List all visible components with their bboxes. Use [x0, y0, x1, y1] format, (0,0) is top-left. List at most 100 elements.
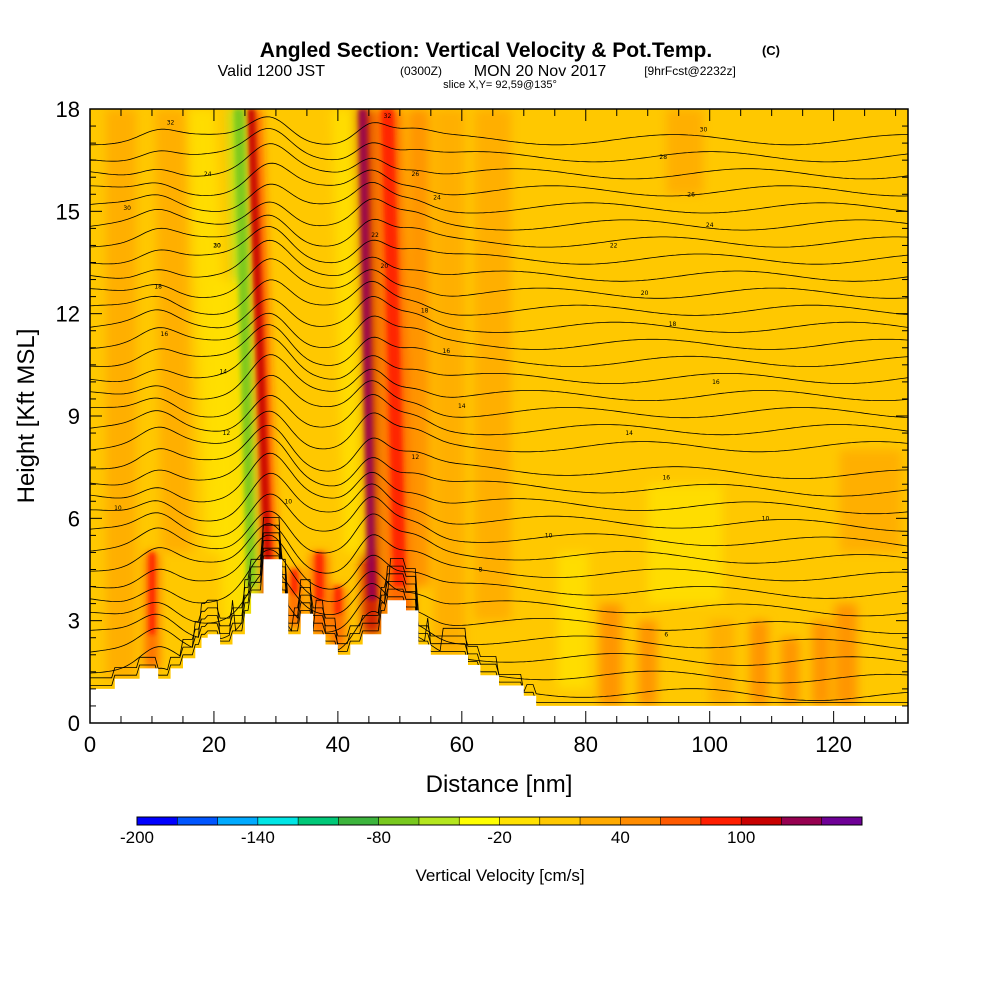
colorbar-tick-label: -200 — [120, 828, 154, 847]
colorbar-swatch — [700, 817, 742, 825]
theta-contour — [90, 472, 908, 532]
theta-contour — [90, 549, 908, 617]
velocity-plume — [811, 620, 831, 706]
contour-label: 10 — [284, 498, 292, 505]
theta-contour — [90, 116, 908, 146]
contour-label: 20 — [381, 263, 389, 270]
velocity-plume-core — [148, 552, 156, 635]
colorbar: -200 -140 -80 -20 40 100 — [120, 816, 863, 847]
y-axis-label: Height [Kft MSL] — [13, 329, 40, 504]
theta-contour — [90, 394, 908, 436]
y-tick-label: 3 — [68, 609, 80, 634]
theta-contour — [90, 198, 908, 231]
theta-contour — [90, 424, 908, 480]
contour-label: 32 — [167, 120, 175, 127]
contour-label: 26 — [412, 171, 420, 178]
chart-subtitle: Valid 1200 JST (0300Z) MON 20 Nov 2017 [… — [218, 63, 736, 80]
contour-label: 14 — [219, 369, 227, 376]
colorbar-swatch — [660, 817, 702, 825]
y-tick-label: 6 — [68, 506, 80, 531]
colorbar-tick-label: -140 — [241, 828, 275, 847]
velocity-plume — [780, 637, 800, 706]
x-axis-label: Distance [nm] — [426, 771, 573, 798]
colorbar-tick-label: 40 — [611, 828, 630, 847]
chart-slice-label: slice X,Y= 92,59@135° — [443, 79, 557, 91]
velocity-plume-core — [358, 109, 377, 601]
contour-label: 12 — [412, 454, 420, 461]
plot-area: 10 10 10 12 12 14 14 14 16 16 16 16 18 18 18 20 20 20 22 22… — [90, 109, 908, 723]
contour-label: 26 — [687, 191, 695, 198]
x-tick-label: 120 — [815, 732, 852, 757]
velocity-plume — [599, 603, 622, 706]
x-tick-label: 0 — [84, 732, 96, 757]
contour-label: 24 — [706, 222, 714, 229]
contour-label: 10 — [114, 505, 122, 512]
x-axis: 0 20 40 60 80 100 120 — [84, 109, 897, 757]
contour-label: 30 — [123, 205, 131, 212]
theta-contour — [90, 258, 908, 299]
theta-contour — [90, 374, 908, 419]
theta-contour — [90, 534, 908, 599]
velocity-plume — [187, 109, 234, 553]
contour-label: 32 — [384, 113, 392, 120]
velocity-plume — [709, 620, 735, 706]
y-axis: 0 3 6 9 12 15 18 — [56, 97, 908, 736]
contour-label: 14 — [625, 430, 633, 437]
x-tick-label: 40 — [326, 732, 350, 757]
x-tick-label: 20 — [202, 732, 226, 757]
contour-label: 16 — [443, 348, 451, 355]
velocity-plume-core — [291, 569, 298, 594]
colorbar-swatch — [418, 817, 460, 825]
colorbar-tick-label: 100 — [727, 828, 755, 847]
velocity-plume-core — [247, 109, 274, 621]
y-tick-label: 12 — [56, 302, 80, 327]
contour-label: 24 — [433, 195, 441, 202]
y-tick-label: 9 — [68, 404, 80, 429]
contour-label: 16 — [712, 379, 720, 386]
velocity-plume — [834, 603, 858, 706]
theta-contour — [90, 336, 908, 385]
colorbar-swatch — [338, 817, 380, 825]
contour-label: 24 — [204, 171, 212, 178]
theta-contour — [90, 162, 908, 197]
colorbar-tick-label: -80 — [366, 828, 391, 847]
contour-label: 22 — [610, 242, 618, 249]
x-tick-label: 100 — [691, 732, 728, 757]
contour-label: 16 — [161, 331, 169, 338]
theta-contour — [90, 523, 908, 582]
colorbar-swatch — [378, 817, 420, 825]
theta-contour — [90, 410, 908, 453]
colorbar-swatch — [137, 817, 178, 825]
chart-title-unit: (C) — [762, 43, 780, 58]
contour-label: 28 — [659, 154, 667, 161]
subtitle-zulu: (0300Z) — [400, 64, 442, 78]
colorbar-swatch — [217, 817, 259, 825]
velocity-plume-core — [233, 109, 256, 587]
x-tick-label: 60 — [450, 732, 474, 757]
contour-label: 8 — [478, 567, 482, 574]
theta-contour — [90, 452, 908, 515]
contour-label: 18 — [154, 283, 162, 290]
contour-label: 10 — [545, 532, 553, 539]
contour-label: 30 — [213, 242, 221, 249]
colorbar-label: Vertical Velocity [cm/s] — [415, 866, 584, 885]
colorbar-swatch — [620, 817, 662, 825]
velocity-plume — [331, 109, 369, 553]
contour-label: 12 — [223, 430, 231, 437]
contour-label: 10 — [762, 515, 770, 522]
theta-contour — [90, 493, 908, 547]
velocity-field-core — [148, 109, 406, 635]
subtitle-valid: Valid 1200 JST — [218, 63, 326, 80]
colorbar-tick-label: -20 — [487, 828, 512, 847]
colorbar-swatch — [821, 817, 863, 825]
velocity-plume-core — [334, 586, 342, 614]
subtitle-forecast: [9hrFcst@2232z] — [644, 64, 736, 78]
contour-label: 30 — [700, 126, 708, 133]
terrain — [90, 559, 908, 723]
velocity-plume-core — [315, 552, 324, 601]
theta-contour — [90, 279, 908, 316]
contour-label: 20 — [641, 290, 649, 297]
velocity-plume — [433, 109, 465, 655]
colorbar-swatch — [580, 817, 621, 825]
